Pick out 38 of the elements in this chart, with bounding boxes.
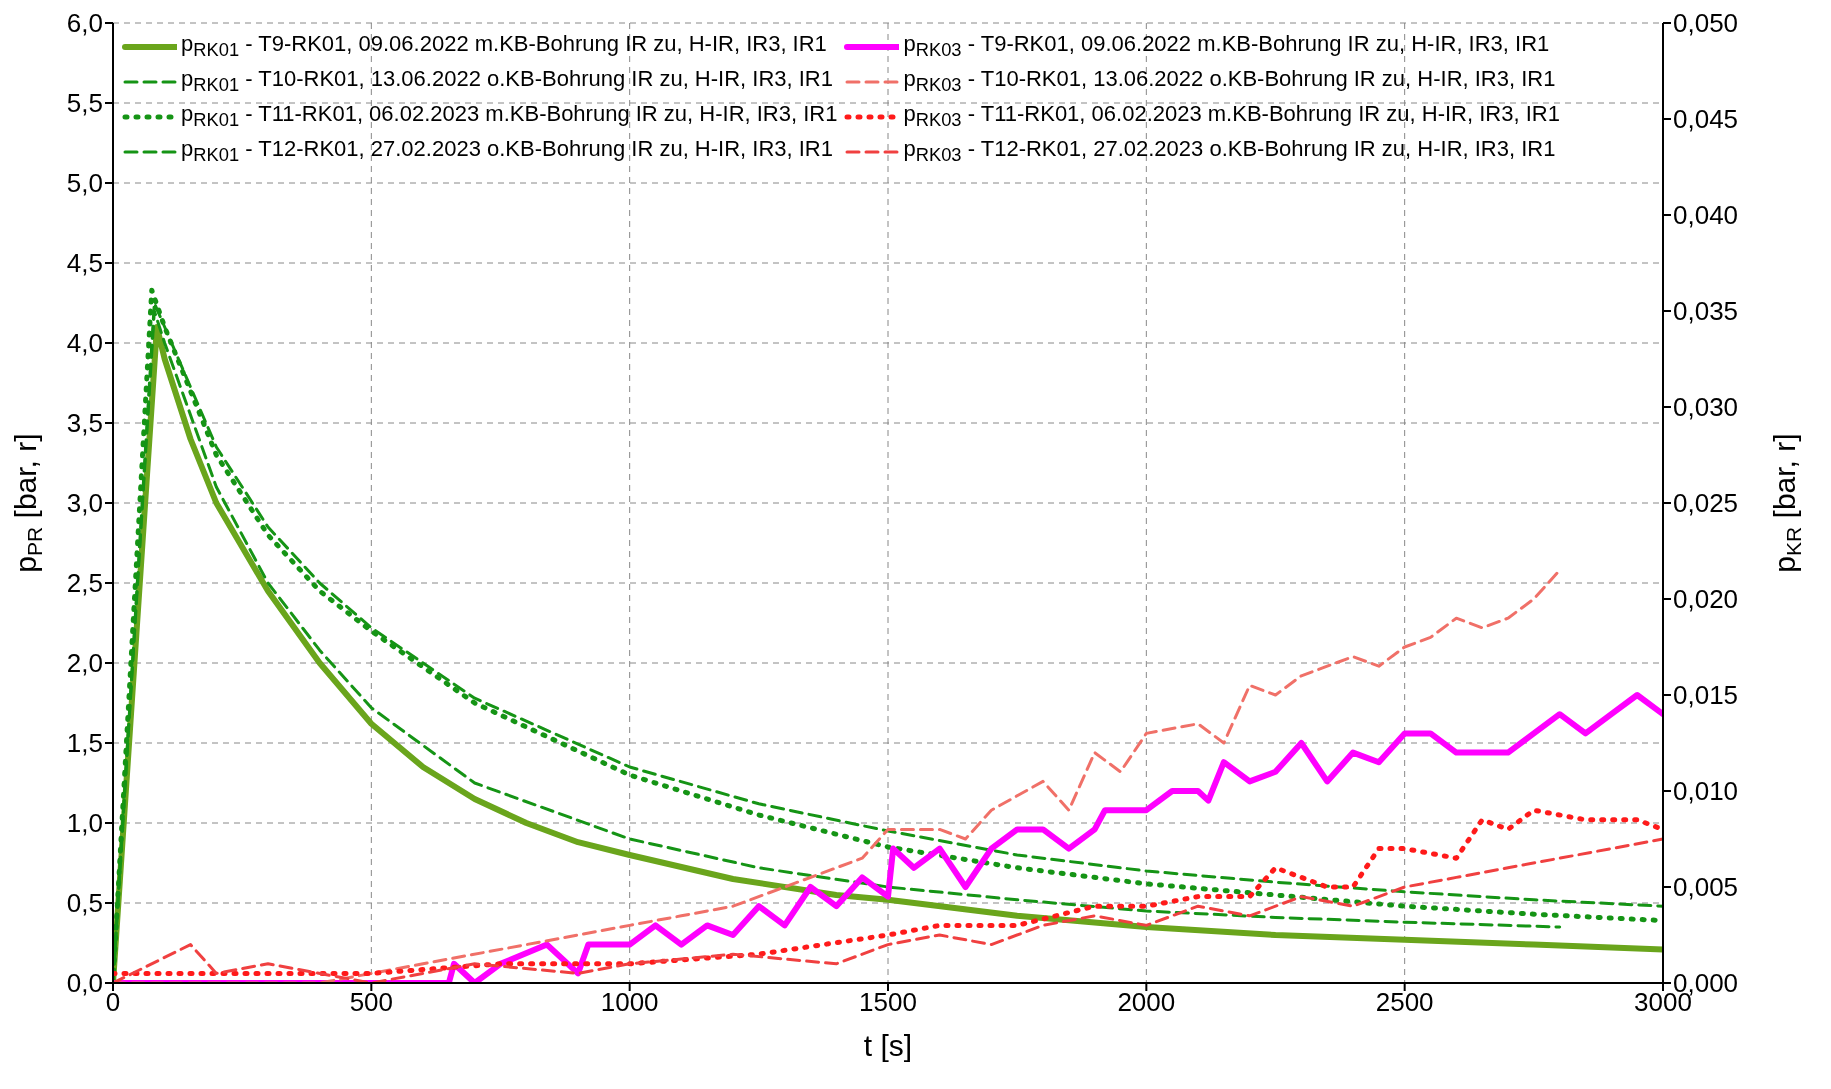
x-tick-label: 500 xyxy=(349,987,394,1018)
y2-tick-label: 0,005 xyxy=(1673,872,1739,903)
legend-label: p$_{RK01}$ - T12-RK01, 27.02.2023 o.KB-Bohrung IR zu, H-IR, IR3, IR1 xyxy=(181,136,833,167)
y-tick-label: 3,5 xyxy=(66,408,103,439)
legend-label: p$_{RK03}$ - T11-RK01, 06.02.2023 m.KB-Bohrung IR zu, H-IR, IR3, IR1 xyxy=(903,101,1560,132)
legend-label: p$_{RK01}$ - T10-RK01, 13.06.2022 o.KB-Bohrung IR zu, H-IR, IR3, IR1 xyxy=(181,66,833,97)
y2-tick-label: 0,010 xyxy=(1673,776,1739,807)
y-tick-label: 4,0 xyxy=(66,328,103,359)
y2-tick-label: 0,030 xyxy=(1673,392,1739,423)
y-tick-label: 3,0 xyxy=(66,488,103,519)
y-tick-label: 2,0 xyxy=(66,648,103,679)
x-tick-label: 2500 xyxy=(1375,987,1434,1018)
legend-label: p$_{RK03}$ - T9-RK01, 09.06.2022 m.KB-Bohrung IR zu, H-IR, IR3, IR1 xyxy=(903,31,1550,62)
y2-tick-label: 0,020 xyxy=(1673,584,1739,615)
legend-label: p$_{RK01}$ - T9-RK01, 09.06.2022 m.KB-Bohrung IR zu, H-IR, IR3, IR1 xyxy=(181,31,827,62)
y2-tick-label: 0,040 xyxy=(1673,200,1739,231)
legend-label: p$_{RK01}$ - T11-RK01, 06.02.2023 m.KB-Bohrung IR zu, H-IR, IR3, IR1 xyxy=(181,101,838,132)
y-tick-label: 0,0 xyxy=(66,968,103,999)
y-tick-label: 1,0 xyxy=(66,808,103,839)
y-tick-label: 6,0 xyxy=(66,8,103,39)
y2-tick-label: 0,050 xyxy=(1673,8,1739,39)
y-tick-label: 4,5 xyxy=(66,248,103,279)
y-tick-label: 1,5 xyxy=(66,728,103,759)
x-tick-label: 1000 xyxy=(600,987,659,1018)
y2-tick-label: 0,035 xyxy=(1673,296,1739,327)
y2-tick-label: 0,025 xyxy=(1673,488,1739,519)
y2-tick-label: 0,015 xyxy=(1673,680,1739,711)
y-tick-label: 5,0 xyxy=(66,168,103,199)
y-tick-label: 5,5 xyxy=(66,88,103,119)
legend-label: p$_{RK03}$ - T10-RK01, 13.06.2022 o.KB-Bohrung IR zu, H-IR, IR3, IR1 xyxy=(903,66,1556,97)
x-tick-label: 1500 xyxy=(859,987,917,1018)
x-tick-label: 0 xyxy=(105,987,121,1018)
x-tick-label: 2000 xyxy=(1117,987,1176,1018)
y-tick-label: 2,5 xyxy=(66,568,103,599)
y-tick-label: 0,5 xyxy=(66,888,103,919)
legend-label: p$_{RK03}$ - T12-RK01, 27.02.2023 o.KB-Bohrung IR zu, H-IR, IR3, IR1 xyxy=(903,136,1556,167)
x-axis-title: t [s] xyxy=(863,1029,913,1062)
y2-tick-label: 0,045 xyxy=(1673,104,1739,135)
